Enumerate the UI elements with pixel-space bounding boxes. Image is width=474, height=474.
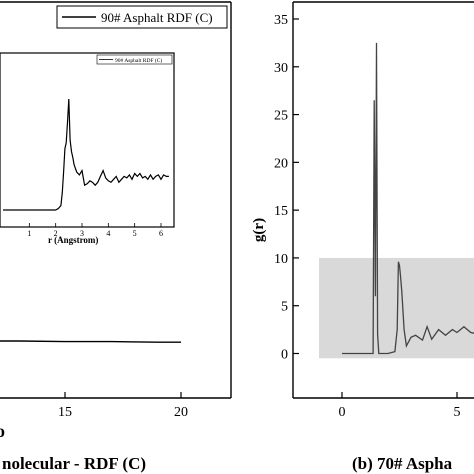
right-y-tick-label: 0 <box>281 348 288 363</box>
right-highlight-box <box>319 257 474 359</box>
left-x-ticks: 15 20 <box>58 392 188 420</box>
right-x-tick-label: 0 <box>339 405 346 420</box>
inset-series-line <box>3 98 169 211</box>
inset-x-ticks: 1 2 3 4 5 6 <box>27 223 163 238</box>
right-x-tick-label: 5 <box>454 405 461 420</box>
right-y-tick-label: 10 <box>274 252 288 267</box>
right-y-ticks: 0 5 10 15 20 25 30 35 <box>274 13 299 363</box>
inset-frame <box>0 52 175 228</box>
left-main-series-line <box>0 340 181 343</box>
inset-x-tick-label: 6 <box>159 229 163 238</box>
inset-legend: 90# Asphalt RDF (C) <box>96 54 173 65</box>
inset-x-tick-label: 4 <box>106 229 110 238</box>
right-y-axis-label: g(r) <box>251 218 267 242</box>
inset-legend-label: 90# Asphalt RDF (C) <box>115 57 162 64</box>
inset-x-tick-label: 2 <box>54 229 58 238</box>
right-series-line <box>342 42 474 355</box>
inset-x-tick-label: 1 <box>27 229 31 238</box>
left-x-tick-label: 20 <box>174 405 188 420</box>
left-panel-letter: o <box>0 421 5 441</box>
left-legend-box <box>56 5 228 29</box>
right-y-tick-label: 25 <box>274 109 288 124</box>
right-y-tick-label: 5 <box>281 300 288 315</box>
inset-chart: 1 2 3 4 5 6 90# Asphalt RDF (C) r (Angstrom) <box>0 52 175 245</box>
inset-legend-box <box>96 54 173 65</box>
left-legend: 90# Asphalt RDF (C) <box>56 5 228 29</box>
left-legend-label: 90# Asphalt RDF (C) <box>101 10 213 25</box>
left-panel-caption: nolecular - RDF (C) <box>2 454 146 473</box>
inset-x-axis-label: r (Angstrom) <box>48 235 98 245</box>
right-y-tick-label: 30 <box>274 61 288 76</box>
left-x-tick-label: 15 <box>58 405 72 420</box>
right-y-tick-label: 20 <box>274 156 288 171</box>
right-panel-caption: (b) 70# Aspha <box>352 454 453 473</box>
inset-x-tick-label: 3 <box>80 229 84 238</box>
right-y-tick-label: 35 <box>274 13 288 28</box>
inset-x-tick-label: 5 <box>133 229 137 238</box>
right-y-tick-label: 15 <box>274 204 288 219</box>
